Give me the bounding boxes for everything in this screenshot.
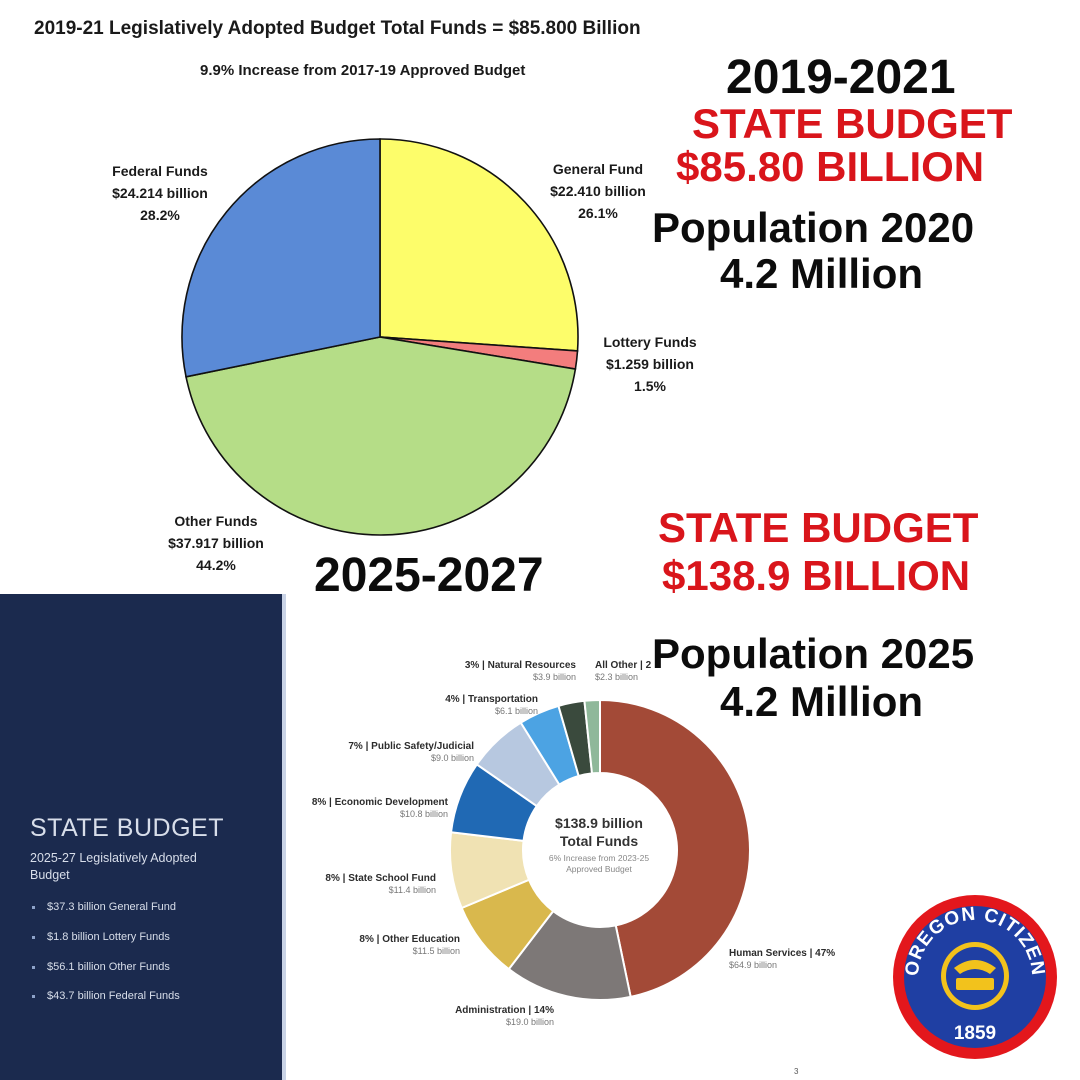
bullet-icon xyxy=(32,935,35,939)
panel-bullet-other: $56.1 billion Other Funds xyxy=(32,961,170,973)
pie-label-name: General Fund xyxy=(552,161,644,177)
panel-divider xyxy=(282,594,286,1080)
pie-label-name: Other Funds xyxy=(174,513,258,529)
panel-bullet-text: $1.8 billion Lottery Funds xyxy=(47,931,170,943)
segment-amount: $2.3 billion xyxy=(595,672,639,682)
segment-label-other-education: 8% | Other Education $11.5 billion xyxy=(320,934,460,957)
pie-label-amount: $1.259 billion xyxy=(606,356,694,372)
panel-heading: STATE BUDGET xyxy=(30,814,224,842)
segment-name: 8% | Economic Development xyxy=(311,797,448,808)
state-budget-panel xyxy=(0,594,282,1080)
segment-name: 7% | Public Safety/Judicial xyxy=(348,741,474,752)
donut-center-note: 6% Increase from 2023-25 Approved Budget xyxy=(548,853,650,874)
pie-label-amount: $22.410 billion xyxy=(550,183,646,199)
segment-amount: $11.4 billion xyxy=(388,885,436,895)
segment-amount: $6.1 billion xyxy=(494,706,538,716)
pie-label-percent: 28.2% xyxy=(140,207,180,223)
pie-label-percent: 1.5% xyxy=(634,378,666,394)
segment-amount: $10.8 billion xyxy=(399,809,448,819)
oregon-citizen-logo: OREGON CITIZEN 1859 xyxy=(893,895,1057,1059)
pie-slice-federal-funds xyxy=(181,138,381,378)
donut-center-label: $138.9 billion Total Funds 6% Increase f… xyxy=(541,814,657,875)
pie-label-amount: $37.917 billion xyxy=(168,535,264,551)
segment-name: All Other | 2 xyxy=(595,660,652,671)
bullet-icon xyxy=(32,905,35,909)
segment-label-natural-resources: 3% | Natural Resources $3.9 billion xyxy=(452,660,576,683)
segment-label-public-safety: 7% | Public Safety/Judicial $9.0 billion xyxy=(320,741,474,764)
overlay-2019-population-label: Population 2020 xyxy=(652,204,975,251)
pie-slice-other-funds xyxy=(185,336,577,536)
pie-label-percent: 26.1% xyxy=(578,205,618,221)
segment-name: 8% | State School Fund xyxy=(325,873,436,884)
pie-slice-general-fund xyxy=(379,138,579,352)
segment-label-economic-development: 8% | Economic Development $10.8 billion xyxy=(296,797,448,820)
panel-bullet-federal: $43.7 billion Federal Funds xyxy=(32,990,180,1002)
overlay-2025-population-label: Population 2025 xyxy=(652,630,975,677)
pie-label-percent: 44.2% xyxy=(196,557,236,573)
bullet-icon xyxy=(32,994,35,998)
panel-bullet-general: $37.3 billion General Fund xyxy=(32,901,176,913)
segment-name: 3% | Natural Resources xyxy=(464,660,576,671)
donut-chart-2025 xyxy=(449,698,751,1001)
donut-segment-all-other-2 xyxy=(583,698,601,775)
overlay-2025-year: 2025-2027 xyxy=(314,549,544,602)
pie-chart-subtitle: 9.9% Increase from 2017-19 Approved Budg… xyxy=(200,62,526,79)
panel-bullet-lottery: $1.8 billion Lottery Funds xyxy=(32,931,170,943)
overlay-2025-label: STATE BUDGET xyxy=(658,504,979,551)
bullet-icon xyxy=(32,965,35,969)
segment-label-human-services: Human Services | 47% $64.9 billion xyxy=(729,948,869,971)
panel-bullet-text: $37.3 billion General Fund xyxy=(47,901,177,913)
donut-center-amount: $138.9 billion xyxy=(555,815,643,831)
segment-amount: $64.9 billion xyxy=(729,960,778,970)
segment-label-state-school-fund: 8% | State School Fund $11.4 billion xyxy=(296,873,436,896)
pie-chart-2019 xyxy=(181,138,579,536)
pie-label-amount: $24.214 billion xyxy=(112,185,208,201)
segment-amount: $3.9 billion xyxy=(532,672,576,682)
segment-amount: $11.5 billion xyxy=(412,946,460,956)
pie-label-general: General Fund $22.410 billion 26.1% xyxy=(537,158,659,224)
segment-name: 4% | Transportation xyxy=(445,694,538,705)
segment-amount: $19.0 billion xyxy=(505,1017,554,1027)
overlay-2025-amount: $138.9 BILLION xyxy=(662,552,971,599)
segment-name: 8% | Other Education xyxy=(359,934,460,945)
overlay-2019-label: STATE BUDGET xyxy=(692,100,1013,147)
overlay-2025-population-value: 4.2 Million xyxy=(720,678,924,725)
segment-amount: $9.0 billion xyxy=(430,753,474,763)
overlay-2019-amount: $85.80 BILLION xyxy=(676,143,985,190)
pie-chart-title: 2019-21 Legislatively Adopted Budget Tot… xyxy=(34,18,641,39)
donut-segment-human-services-47 xyxy=(599,698,751,999)
logo-year: 1859 xyxy=(954,1023,996,1044)
pie-label-other: Other Funds $37.917 billion 44.2% xyxy=(150,510,282,576)
panel-bullet-text: $43.7 billion Federal Funds xyxy=(47,990,180,1002)
segment-label-transportation: 4% | Transportation $6.1 billion xyxy=(400,694,538,717)
pie-label-lottery: Lottery Funds $1.259 billion 1.5% xyxy=(590,331,710,397)
segment-label-all-other: All Other | 2 $2.3 billion xyxy=(595,660,655,683)
panel-subheading: 2025-27 Legislatively Adopted Budget xyxy=(30,851,197,882)
pie-label-name: Federal Funds xyxy=(112,163,208,179)
overlay-2019-year: 2019-2021 xyxy=(726,51,956,104)
pie-label-name: Lottery Funds xyxy=(603,334,697,350)
panel-bullet-text: $56.1 billion Other Funds xyxy=(47,961,170,973)
segment-name: Administration | 14% xyxy=(455,1005,554,1016)
donut-center-title: Total Funds xyxy=(559,833,639,849)
segment-name: Human Services | 47% xyxy=(729,948,836,959)
segment-label-administration: Administration | 14% $19.0 billion xyxy=(430,1005,554,1028)
overlay-2019-population-value: 4.2 Million xyxy=(720,250,924,297)
page-number: 3 xyxy=(794,1067,799,1076)
pie-label-federal: Federal Funds $24.214 billion 28.2% xyxy=(100,160,220,226)
